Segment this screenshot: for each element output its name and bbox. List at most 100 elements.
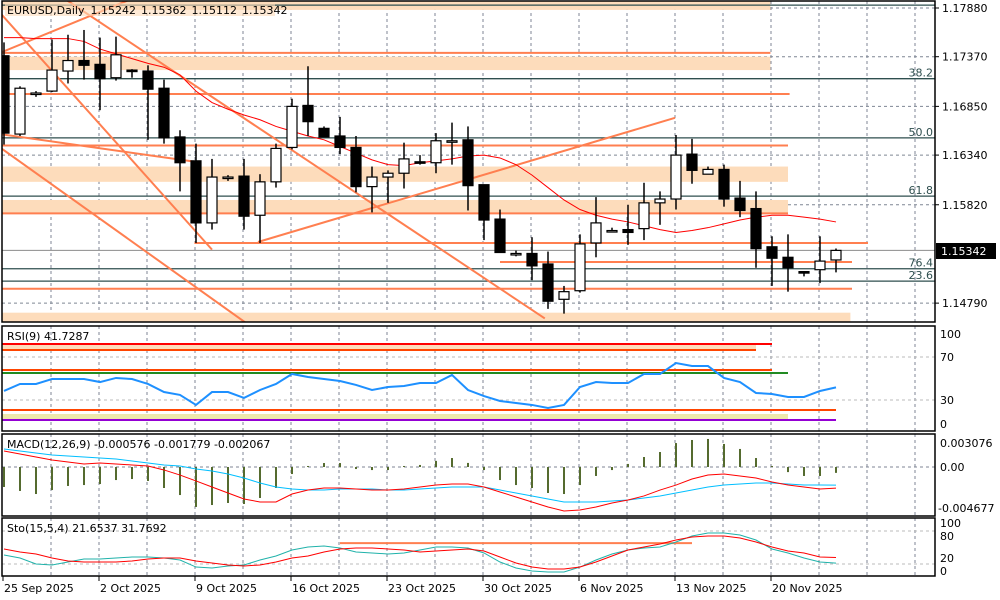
date-tick-label: 16 Oct 2025: [292, 582, 360, 595]
candle[interactable]: [510, 250, 522, 257]
candle[interactable]: [62, 34, 74, 84]
candle[interactable]: [0, 42, 10, 145]
trend-line[interactable]: [0, 147, 246, 322]
candle[interactable]: [190, 143, 202, 243]
candle-body-bearish: [798, 271, 810, 274]
candle[interactable]: [734, 180, 746, 218]
candle-body-bullish: [206, 176, 218, 224]
candle[interactable]: [414, 155, 426, 165]
candle-body-bullish: [558, 291, 570, 300]
macd-panel[interactable]: [3, 438, 837, 512]
candle[interactable]: [110, 36, 122, 81]
macd-histogram-bar: [451, 458, 453, 467]
candle[interactable]: [334, 116, 346, 155]
candle[interactable]: [350, 135, 362, 193]
candle[interactable]: [318, 126, 330, 138]
candle[interactable]: [254, 174, 266, 243]
candle[interactable]: [574, 234, 586, 293]
low-value: 1.15112: [191, 4, 237, 17]
candle[interactable]: [782, 234, 794, 292]
candle[interactable]: [622, 204, 634, 245]
candle[interactable]: [766, 236, 778, 286]
candle-body-bearish: [126, 69, 138, 73]
candle[interactable]: [238, 158, 250, 230]
support-resistance-zone[interactable]: [0, 166, 788, 182]
candle-body-bullish: [110, 54, 122, 79]
candle[interactable]: [206, 158, 218, 230]
candle[interactable]: [158, 79, 170, 144]
candle-body-bullish: [830, 249, 842, 261]
candle[interactable]: [222, 175, 234, 181]
macd-histogram-bar: [115, 467, 117, 481]
trend-line[interactable]: [0, 13, 213, 251]
candle[interactable]: [462, 126, 474, 211]
support-resistance-zone[interactable]: [0, 56, 771, 71]
candle[interactable]: [638, 182, 650, 241]
candle[interactable]: [542, 251, 554, 309]
candle-body-bullish: [222, 176, 234, 180]
candle[interactable]: [286, 98, 298, 150]
macd-histogram-bar: [499, 467, 501, 481]
candle[interactable]: [94, 37, 106, 111]
candle[interactable]: [430, 133, 442, 174]
date-axis[interactable]: 25 Sep 2025 2 Oct 2025 9 Oct 2025 16 Oct 20…: [2, 576, 842, 595]
trend-line[interactable]: [0, 133, 196, 163]
sto-tick-0: 0: [940, 565, 947, 578]
candle[interactable]: [494, 209, 506, 254]
price-panel[interactable]: 38.2 50.0 61.8 76.423.6: [0, 0, 935, 322]
candle[interactable]: [526, 237, 538, 281]
macd-histogram-bar: [211, 467, 213, 506]
candle[interactable]: [126, 69, 138, 78]
price-tick-label: 1.14790: [942, 297, 988, 310]
candle[interactable]: [174, 130, 186, 192]
candle[interactable]: [606, 227, 618, 233]
candle[interactable]: [366, 166, 378, 213]
macd-histogram-bar: [547, 467, 549, 493]
candle-body-bullish: [590, 222, 602, 244]
candle-body-bullish: [638, 202, 650, 230]
candle[interactable]: [590, 197, 602, 258]
candle-body-bearish: [718, 168, 730, 200]
price-axis[interactable]: 1.17880 1.17370 1.16850 1.16340 1.15820 1.147…: [935, 2, 988, 310]
candle-body-bullish: [574, 243, 586, 292]
candle[interactable]: [478, 184, 490, 241]
macd-histogram-bar: [51, 467, 53, 491]
rsi-tick-100: 100: [940, 328, 961, 341]
candle[interactable]: [670, 135, 682, 210]
candle[interactable]: [382, 170, 394, 203]
candle[interactable]: [398, 142, 410, 189]
trend-line[interactable]: [66, 0, 546, 320]
rsi-panel[interactable]: [2, 342, 837, 421]
candle[interactable]: [718, 164, 730, 207]
candle[interactable]: [142, 65, 154, 140]
date-tick-label: 13 Nov 2025: [676, 582, 746, 595]
candle[interactable]: [78, 29, 90, 80]
candle[interactable]: [750, 191, 762, 268]
candle-body-bullish: [254, 181, 266, 216]
macd-title: MACD(12,26,9) -0.000576 -0.001779 -0.002…: [7, 438, 270, 451]
support-resistance-zone[interactable]: [0, 312, 851, 323]
candle[interactable]: [830, 248, 842, 273]
price-tick-label: 1.16850: [942, 100, 988, 113]
candle[interactable]: [702, 166, 714, 175]
candle[interactable]: [30, 91, 42, 97]
candle-body-bullish: [366, 176, 378, 188]
candle-body-bullish: [430, 140, 442, 164]
candle[interactable]: [302, 66, 314, 136]
candle[interactable]: [46, 39, 58, 93]
candle[interactable]: [558, 285, 570, 314]
macd-histogram-bar: [307, 465, 309, 467]
candle[interactable]: [14, 86, 26, 136]
candle[interactable]: [270, 143, 282, 188]
macd-histogram-bar: [627, 463, 629, 467]
candle[interactable]: [654, 191, 666, 225]
candle[interactable]: [814, 236, 826, 284]
candle[interactable]: [798, 271, 810, 277]
candle-body-bearish: [494, 218, 506, 254]
stochastic-panel[interactable]: [3, 532, 837, 573]
candle[interactable]: [446, 122, 458, 165]
candle-body-bullish: [30, 92, 42, 96]
candle-body-bearish: [302, 104, 314, 123]
candle[interactable]: [686, 138, 698, 184]
